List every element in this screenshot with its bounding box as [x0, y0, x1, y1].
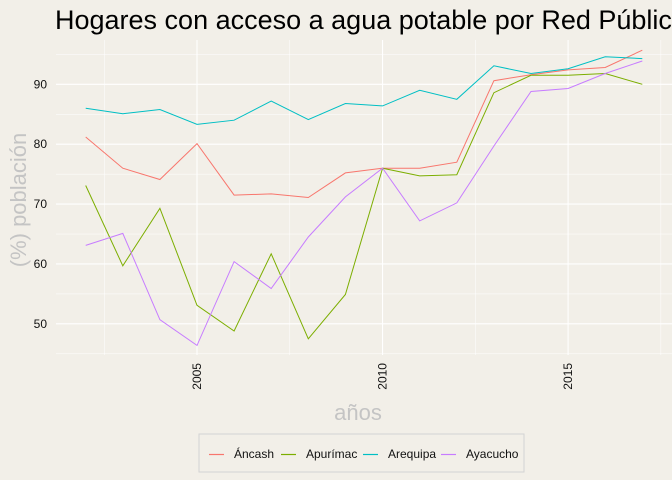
series-line: [85, 60, 643, 347]
series-lines: [85, 49, 643, 347]
y-tick-label: 90: [34, 77, 48, 91]
y-tick-label: 80: [34, 137, 48, 151]
legend-label: Apurímac: [306, 447, 357, 461]
plot-grid: [56, 40, 672, 355]
x-tick-label: 2010: [376, 363, 390, 390]
legend-label: Arequipa: [388, 447, 436, 461]
x-axis-ticks: 2005 2010 2015: [190, 363, 575, 390]
legend-label: Ayacucho: [466, 447, 519, 461]
legend: Áncash Apurímac Arequipa Ayacucho: [198, 433, 525, 473]
series-line: [85, 56, 643, 125]
x-tick-label: 2015: [561, 363, 575, 390]
y-axis-title: (%) población: [6, 133, 31, 268]
series-line: [85, 72, 643, 340]
series-line: [85, 49, 643, 199]
x-axis-title: años: [334, 400, 382, 425]
y-tick-label: 50: [34, 317, 48, 331]
legend-label: Áncash: [234, 446, 274, 461]
y-axis-ticks: 50 60 70 80 90: [34, 77, 48, 331]
chart-title: Hogares con acceso a agua potable por Re…: [55, 5, 672, 35]
x-tick-label: 2005: [190, 363, 204, 390]
y-tick-label: 70: [34, 197, 48, 211]
y-tick-label: 60: [34, 257, 48, 271]
